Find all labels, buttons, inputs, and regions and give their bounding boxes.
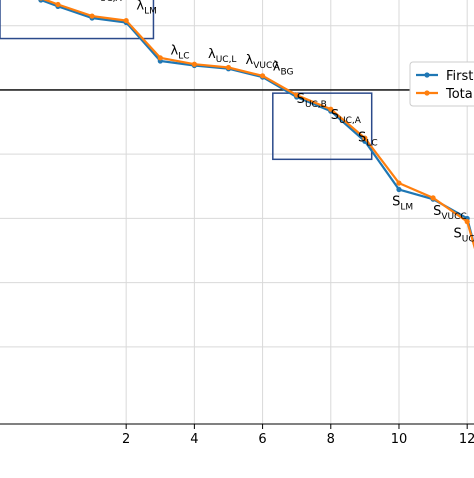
data-point [362,135,368,141]
x-tick-label: 8 [327,432,335,447]
data-point [259,73,266,79]
point-annotation: λLM [136,0,156,17]
legend-label: First [446,69,473,84]
x-tick-label: 4 [190,432,198,447]
x-tick-label: 12 [459,432,474,447]
data-point [89,13,95,19]
data-point [191,61,197,67]
point-annotation: λUC,A [92,0,122,4]
data-point [294,92,300,98]
data-point [123,17,129,24]
legend-swatch-marker [424,90,430,96]
highlight-box [0,0,155,40]
data-point [396,180,402,186]
x-tick-label: 10 [391,432,408,447]
point-annotation: λBG [273,60,294,78]
point-annotation: λUC,L [208,47,236,65]
point-annotation: λVUCC [246,53,279,71]
data-point [328,106,334,112]
point-annotation: λLC [171,44,190,62]
data-point [430,195,436,201]
point-annotation: SVUCC [433,204,467,222]
data-point [39,0,43,1]
data-point [157,55,163,61]
data-point [55,1,61,8]
point-annotation: SUC,L [454,227,474,245]
legend-label: Tota [445,87,473,102]
data-point [38,0,44,3]
point-annotation: SUC,B [297,92,327,110]
point-annotation: SUC,A [331,108,362,126]
data-point [464,219,470,225]
x-tick-label: 6 [258,432,266,447]
point-annotation: SLM [392,195,413,213]
legend-swatch-marker [424,72,430,78]
highlight-box [272,92,373,161]
data-point [225,64,232,71]
x-tick-label: 2 [122,432,130,447]
data-point [396,186,402,193]
point-annotation: SLC [358,130,378,148]
